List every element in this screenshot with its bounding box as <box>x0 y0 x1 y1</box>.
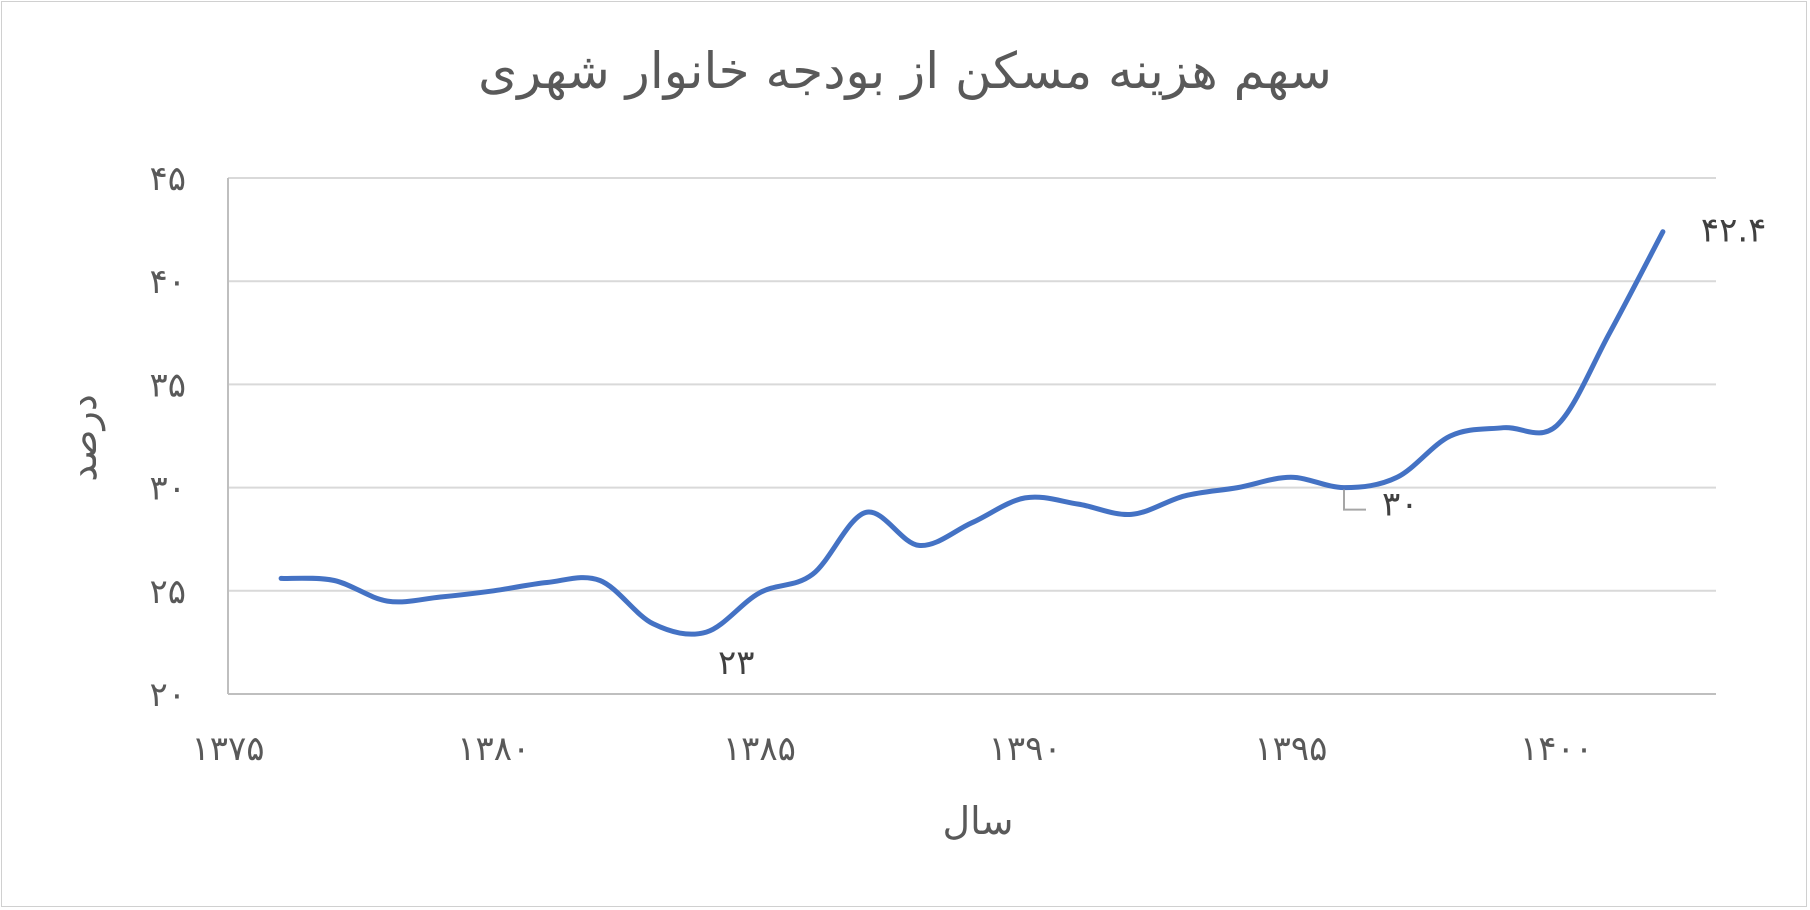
x-tick-label: ۱۴۰۰ <box>1520 729 1593 769</box>
y-tick-label: ۲۰ <box>149 675 186 715</box>
data-label: ۲۳ <box>718 643 755 683</box>
data-label-leader-line <box>1343 489 1366 511</box>
y-tick-label: ۴۰ <box>149 262 186 302</box>
y-axis-tick-labels: ۲۰ ۲۵ ۳۰ ۳۵ ۴۰ ۴۵ <box>149 159 186 715</box>
data-labels-layer: ۲۳ ۳۰ ۴۲.۴ <box>718 211 1766 683</box>
data-label: ۴۲.۴ <box>1701 211 1767 251</box>
x-axis-tick-labels: ۱۳۷۵ ۱۳۸۰ ۱۳۸۵ ۱۳۹۰ ۱۳۹۵ ۱۴۰۰ <box>191 729 1593 769</box>
gridlines <box>228 177 1716 695</box>
y-tick-label: ۳۰ <box>149 469 186 509</box>
x-tick-label: ۱۳۸۵ <box>723 729 796 769</box>
x-tick-label: ۱۳۸۰ <box>457 729 530 769</box>
chart-title: سهم هزینه مسکن از بودجه خانوار شهری <box>478 42 1332 100</box>
x-tick-label: ۱۳۹۰ <box>989 729 1062 769</box>
x-tick-label: ۱۳۷۵ <box>191 729 264 769</box>
axes <box>227 178 1716 695</box>
y-axis-title: درصد <box>61 394 105 482</box>
data-label: ۳۰ <box>1382 485 1419 525</box>
y-tick-label: ۳۵ <box>149 365 186 405</box>
y-tick-label: ۲۵ <box>149 572 186 612</box>
series-layer <box>278 229 1666 637</box>
series-line <box>278 229 1666 637</box>
x-axis-title: سال <box>942 799 1013 843</box>
x-tick-label: ۱۳۹۵ <box>1254 729 1327 769</box>
y-tick-label: ۴۵ <box>149 159 186 199</box>
